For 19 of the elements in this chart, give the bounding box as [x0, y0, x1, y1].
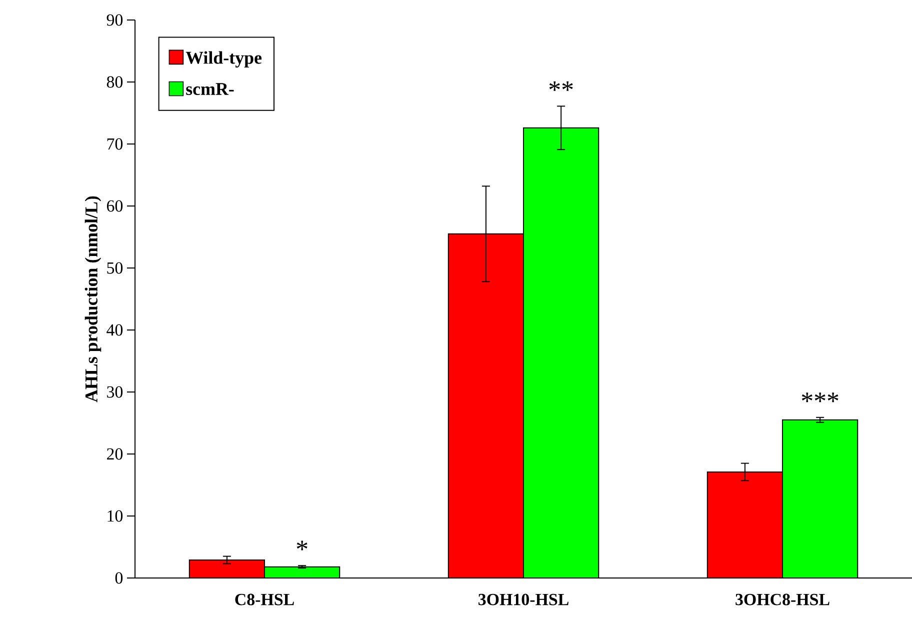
y-tick-label: 0: [115, 572, 123, 584]
y-tick-label: 40: [106, 324, 123, 336]
x-tick-label: C8-HSL: [235, 594, 294, 606]
y-tick-label: 10: [108, 510, 123, 522]
x-tick-label: 3OHC8-HSL: [736, 594, 830, 606]
y-tick-label: 20: [107, 448, 123, 460]
annotation: ***: [802, 392, 838, 402]
y-tick-label: 50: [107, 262, 123, 274]
y-tick-label: 60: [106, 200, 123, 212]
legend-label: Wild-type: [186, 51, 262, 68]
annotation: *: [296, 540, 308, 550]
y-tick-label: 80: [106, 76, 123, 88]
x-tick-label: 3OH10-HSL: [478, 594, 568, 606]
annotation: **: [549, 81, 573, 91]
y-tick-label: 90: [106, 14, 123, 26]
legend-label: scmR-: [186, 83, 234, 96]
y-tick-label: 70: [107, 138, 123, 150]
y-axis-title: AHLs production (nmol/L): [84, 196, 102, 402]
y-tick-label: 30: [107, 386, 123, 398]
